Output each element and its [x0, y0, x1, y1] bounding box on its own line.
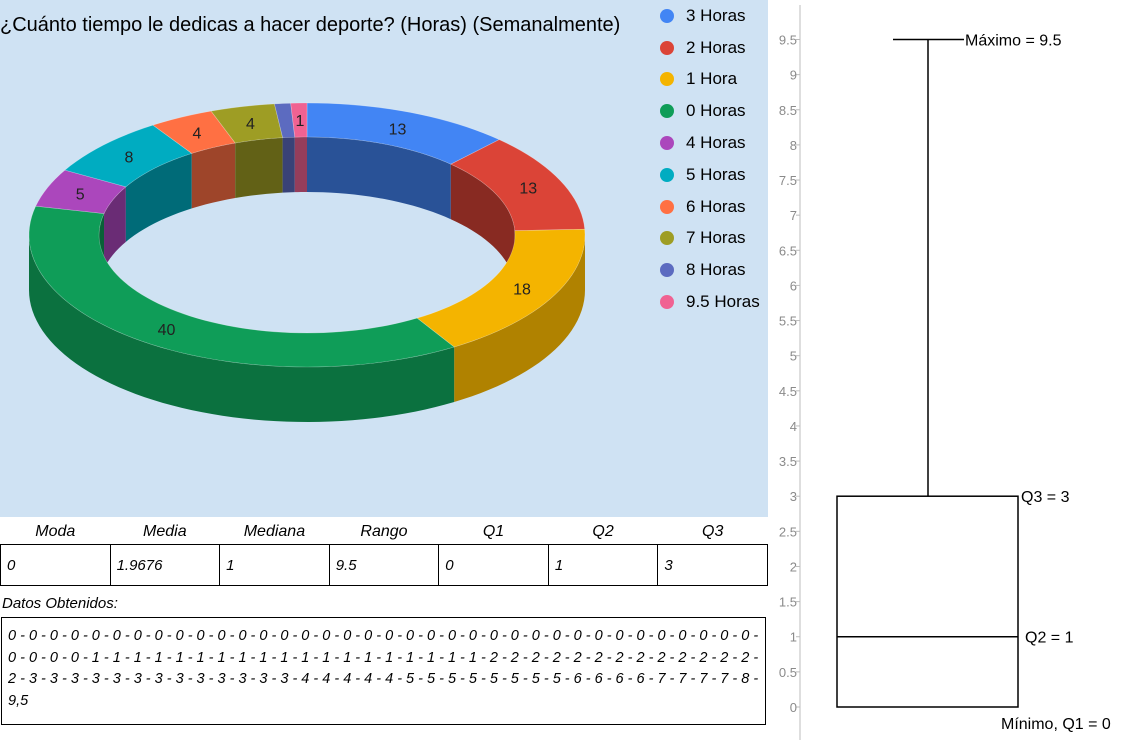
q2-annotation: Q2 = 1 [1025, 630, 1074, 647]
donut-inner-wall-3-horas-0 [307, 137, 451, 220]
stat-header: Mediana [243, 523, 306, 540]
stat-header: Q2 [592, 523, 614, 540]
legend-label: 6 Horas [686, 196, 746, 216]
data-values-box: 0 - 0 - 0 - 0 - 0 - 0 - 0 - 0 - 0 - 0 - … [1, 617, 766, 725]
stat-value: 9.5 [328, 544, 440, 586]
y-tick-label: 3.5 [779, 454, 797, 469]
legend-label: 7 Horas [686, 228, 746, 248]
stat-value: 1.9676 [109, 544, 221, 586]
y-tick-label: 4.5 [779, 384, 797, 399]
slice-value-label: 8 [125, 150, 134, 167]
donut-inner-wall-2-horas-0 [450, 164, 515, 286]
slice-value-label: 40 [158, 322, 176, 339]
donut-inner-wall-8-horas-1 [282, 137, 295, 193]
stat-value: 3 [657, 544, 768, 586]
chart-title: ¿Cuánto tiempo le dedicas a hacer deport… [0, 14, 621, 36]
donut-inner-wall-4-horas-1 [104, 186, 126, 269]
y-tick-label: 2.5 [779, 524, 797, 539]
donut-chart: 13 13 18 40 5 8 4 4 1 [28, 102, 586, 422]
box-plot: 0 0.5 1 1.5 2 2.5 3 3.5 4 4.5 5 5.5 6 6.5 7 7.5 8 8.5 9 9.5… [779, 5, 1111, 740]
donut-inner-wall-9-5-horas-1 [294, 137, 307, 193]
donut-slice-9-5-horas [290, 102, 308, 138]
slice-value-label: 5 [76, 187, 85, 204]
legend-item-2-horas: 2 Horas [660, 32, 770, 64]
legend-item-6-horas: 6 Horas [660, 191, 770, 223]
y-tick-label: 6 [790, 278, 797, 293]
max-annotation: Máximo = 9.5 [965, 33, 1062, 50]
y-tick-label: 5.5 [779, 314, 797, 329]
legend-swatch [660, 72, 674, 87]
slice-value-label: 4 [246, 116, 255, 133]
donut-chart-panel: 13 13 18 40 5 8 4 4 1 ¿Cuánto tiempo le dedicas … [0, 0, 768, 517]
chart-legend: 3 Horas 2 Horas 1 Hora 0 Horas 4 Horas 5 Hora… [660, 0, 770, 318]
stat-header: Media [143, 523, 187, 540]
q3-annotation: Q3 = 3 [1021, 489, 1070, 506]
stat-value: 0 [438, 544, 549, 586]
legend-item-3-horas: 3 Horas [660, 0, 770, 32]
slice-value-label: 4 [193, 126, 202, 143]
slice-value-label: 1 [295, 113, 304, 130]
y-tick-label: 2 [790, 559, 797, 574]
stat-header: Moda [35, 523, 76, 540]
donut-side-1-hora [454, 235, 585, 402]
legend-item-1-hora: 1 Hora [660, 64, 770, 96]
legend-swatch [660, 231, 674, 246]
y-tick-label: 1.5 [779, 595, 797, 610]
legend-item-7-horas: 7 Horas [660, 223, 770, 255]
y-tick-label: 7.5 [779, 173, 797, 188]
y-tick-label: 9.5 [779, 33, 797, 48]
legend-label: 2 Horas [686, 37, 746, 57]
y-tick-label: 8.5 [779, 103, 797, 118]
legend-label: 8 Horas [686, 260, 746, 280]
legend-swatch [660, 136, 674, 151]
iqr-box [836, 495, 1019, 708]
slice-value-label: 13 [389, 121, 407, 138]
y-tick-label: 6.5 [779, 243, 797, 258]
y-tick-label: 4 [790, 419, 797, 434]
legend-swatch [660, 167, 674, 182]
legend-label: 4 Horas [686, 133, 746, 153]
slice-value-label: 13 [519, 181, 537, 198]
legend-swatch [660, 40, 674, 55]
legend-item-8-horas: 8 Horas [660, 254, 770, 286]
min-annotation: Mínimo, Q1 = 0 [1001, 716, 1111, 733]
donut-inner-wall-5-horas-1 [125, 153, 192, 242]
legend-swatch [660, 295, 674, 310]
legend-label: 5 Horas [686, 164, 746, 184]
donut-inner-wall-6-horas-1 [191, 143, 236, 209]
legend-label: 3 Horas [686, 5, 746, 25]
stat-value: 1 [219, 544, 330, 586]
legend-swatch [660, 104, 674, 119]
statistics-table: Moda Media Mediana Rango Q1 Q2 Q3 0 1.9676 1 9.5 0… [0, 520, 768, 586]
stat-header: Q1 [482, 523, 505, 540]
stat-value: 0 [0, 544, 111, 586]
legend-swatch [660, 263, 674, 278]
legend-label: 1 Hora [686, 69, 738, 89]
y-tick-label: 8 [790, 138, 797, 153]
legend-swatch [660, 8, 674, 23]
y-tick-label: 1 [790, 630, 797, 645]
donut-side-0-horas [29, 235, 455, 422]
y-tick-label: 5 [790, 349, 797, 364]
stat-header: Q3 [702, 523, 724, 540]
legend-item-4-horas: 4 Horas [660, 127, 770, 159]
legend-label: 9.5 Horas [686, 292, 760, 312]
legend-item-5-horas: 5 Horas [660, 159, 770, 191]
donut-inner-wall-7-horas-1 [235, 137, 283, 199]
stat-value: 1 [547, 544, 659, 586]
legend-item-9-5-horas: 9.5 Horas [660, 286, 770, 318]
slice-value-label: 18 [513, 282, 531, 299]
data-label: Datos Obtenidos: [2, 595, 118, 612]
y-tick-label: 3 [790, 489, 797, 504]
y-tick-label: 7 [790, 208, 797, 223]
legend-swatch [660, 199, 674, 214]
y-tick-label: 0 [790, 700, 797, 715]
stat-header: Rango [360, 523, 408, 540]
y-tick-label: 0.5 [779, 665, 797, 680]
y-tick-label: 9 [790, 68, 797, 83]
legend-item-0-horas: 0 Horas [660, 95, 770, 127]
legend-label: 0 Horas [686, 101, 746, 121]
